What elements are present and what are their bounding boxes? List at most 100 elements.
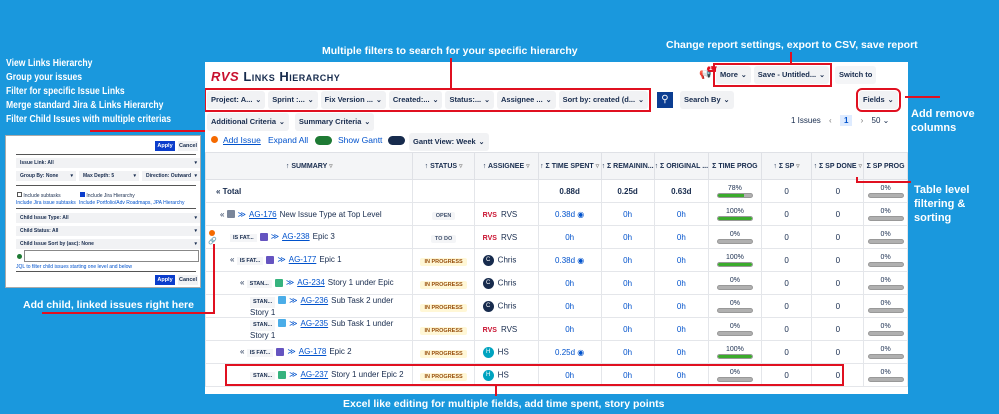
- remaining-cell[interactable]: 0h: [600, 340, 655, 364]
- chevron-down-icon[interactable]: ⌄: [882, 116, 890, 125]
- page-size-select[interactable]: 50: [871, 116, 881, 125]
- table-row[interactable]: STAN... ≫ AG-235 Sub Task 1 under Story 1 IN…: [205, 317, 908, 341]
- column-header[interactable]: ↑ Σ TIME SPENT ▿: [537, 152, 602, 180]
- sp-done-cell[interactable]: 0: [811, 202, 865, 226]
- sp-done-cell[interactable]: 0: [811, 248, 865, 272]
- original-cell[interactable]: 0h: [653, 248, 710, 272]
- table-row[interactable]: STAN... ≫ AG-236 Sub Task 2 under Story 1 IN…: [205, 294, 908, 318]
- table-row[interactable]: « ≫ AG-176 New Issue Type at Top Level OPEN…: [205, 202, 908, 226]
- child-issue-type-select[interactable]: Child Issue Type: All: [16, 213, 200, 223]
- time-spent-cell[interactable]: 0h: [537, 317, 602, 341]
- filter-dropdown[interactable]: Project: A... ⌄: [207, 91, 266, 109]
- jql-input[interactable]: [24, 250, 199, 262]
- apply-button-bottom[interactable]: Apply: [155, 275, 175, 285]
- issue-key-link[interactable]: AG-176: [249, 209, 277, 219]
- issue-key-link[interactable]: AG-234: [297, 278, 325, 287]
- issue-key-link[interactable]: AG-237: [300, 370, 329, 379]
- sp-done-cell[interactable]: 0: [811, 340, 865, 364]
- summary-criteria-dropdown[interactable]: Summary Criteria ⌄: [294, 113, 375, 131]
- search-by-dropdown[interactable]: Search By ⌄: [679, 91, 734, 109]
- cancel-button[interactable]: Cancel: [178, 141, 198, 151]
- add-icon[interactable]: [211, 136, 218, 143]
- filter-icon[interactable]: ▿: [595, 163, 600, 170]
- column-header[interactable]: ↑ Σ SP ▿: [760, 152, 813, 180]
- link-issue-icon[interactable]: 🔗: [208, 238, 217, 245]
- original-cell[interactable]: 0h: [653, 294, 710, 318]
- table-row[interactable]: « STAN... ≫ AG-234 Story 1 under Epic IN PRO…: [205, 271, 908, 295]
- collapse-icon[interactable]: «: [230, 255, 237, 264]
- collapse-icon[interactable]: «: [240, 347, 247, 356]
- remaining-cell[interactable]: 0h: [600, 317, 655, 341]
- sp-cell[interactable]: 0: [760, 248, 813, 272]
- child-sort-select[interactable]: Child Issue Sort by (asc): None: [16, 239, 200, 249]
- original-cell[interactable]: 0h: [653, 225, 710, 249]
- column-header[interactable]: ↑ ASSIGNEE ▿: [473, 152, 539, 180]
- next-page-icon[interactable]: ›: [860, 116, 864, 125]
- table-row[interactable]: IS FAT... ≫ AG-238 Epic 3 TO DO RVS RVS 0h 0h 0h 0…: [205, 225, 908, 249]
- sp-done-cell[interactable]: 0: [811, 225, 865, 249]
- table-row[interactable]: « IS FAT... ≫ AG-178 Epic 2 IN PROGRESS H HS 0.…: [205, 340, 908, 364]
- remaining-cell[interactable]: 0h: [600, 294, 655, 318]
- remaining-cell[interactable]: 0h: [600, 248, 655, 272]
- column-header[interactable]: ↑ Σ REMAININ...: [600, 152, 655, 180]
- issue-key-link[interactable]: AG-238: [282, 232, 310, 241]
- sp-done-cell[interactable]: 0: [811, 317, 865, 341]
- gantt-toggle[interactable]: [388, 136, 405, 145]
- filter-icon[interactable]: ▿: [858, 163, 863, 170]
- issue-key-link[interactable]: AG-177: [288, 255, 317, 264]
- sp-cell[interactable]: 0: [760, 225, 813, 249]
- search-icon[interactable]: ⚲: [656, 92, 673, 108]
- include-subtasks-checkbox[interactable]: Include subtasks: [17, 192, 61, 199]
- sp-cell[interactable]: 0: [760, 202, 813, 226]
- filter-dropdown[interactable]: Fix Version ... ⌄: [320, 91, 386, 109]
- original-cell[interactable]: 0h: [653, 340, 710, 364]
- collapse-icon[interactable]: «: [220, 209, 227, 219]
- include-jira-hierarchy-checkbox[interactable]: Include Jira Hierarchy: [80, 192, 135, 199]
- time-spent-cell[interactable]: 0h: [537, 225, 602, 249]
- original-cell[interactable]: 0h: [653, 317, 710, 341]
- time-spent-cell[interactable]: 0h: [537, 363, 602, 387]
- time-spent-cell[interactable]: 0h: [537, 294, 602, 318]
- column-header[interactable]: ↑ Σ SP DONE ▿: [811, 152, 865, 180]
- time-spent-cell[interactable]: 0h: [537, 271, 602, 295]
- time-spent-cell[interactable]: 0.38d ◉: [537, 202, 602, 226]
- column-header[interactable]: ↑ Σ ORIGINAL ...: [653, 152, 710, 180]
- remaining-cell[interactable]: 0h: [600, 202, 655, 226]
- switch-to-button[interactable]: Switch to: [835, 66, 877, 84]
- save-report-button[interactable]: Save - Untitled... ⌄: [753, 66, 830, 84]
- group-by-select[interactable]: Group By: None: [16, 171, 76, 181]
- remaining-cell[interactable]: 0h: [600, 271, 655, 295]
- time-spent-cell[interactable]: 0.25d ◉: [537, 340, 602, 364]
- apply-button[interactable]: Apply: [155, 141, 175, 151]
- original-cell[interactable]: 0h: [653, 271, 710, 295]
- sp-done-cell[interactable]: 0: [811, 271, 865, 295]
- column-header[interactable]: ↑ STATUS ▿: [412, 152, 475, 180]
- sp-done-cell[interactable]: 0: [811, 363, 865, 387]
- sp-cell[interactable]: 0: [760, 294, 813, 318]
- filter-dropdown[interactable]: Sprint :... ⌄: [268, 91, 318, 109]
- table-row[interactable]: STAN... ≫ AG-237 Story 1 under Epic 2 IN PRO…: [205, 363, 908, 387]
- fields-dropdown[interactable]: Fields ⌄: [856, 88, 901, 112]
- sp-cell[interactable]: 0: [760, 271, 813, 295]
- time-spent-cell[interactable]: 0.38d ◉: [537, 248, 602, 272]
- more-button[interactable]: More ⌄: [716, 66, 751, 84]
- filter-icon[interactable]: ▿: [526, 163, 530, 170]
- sp-cell[interactable]: 0: [760, 317, 813, 341]
- expand-toggle[interactable]: [315, 136, 332, 145]
- column-header[interactable]: Σ SP PROG: [863, 152, 908, 180]
- table-row[interactable]: « IS FAT... ≫ AG-177 Epic 1 IN PROGRESS C Chri…: [205, 248, 908, 272]
- direction-select[interactable]: Direction: Outward: [142, 171, 200, 181]
- filter-icon[interactable]: ▿: [796, 163, 800, 170]
- filter-dropdown[interactable]: Assignee ... ⌄: [497, 91, 556, 109]
- sp-cell[interactable]: 0: [760, 363, 813, 387]
- prev-page-icon[interactable]: ‹: [829, 116, 832, 125]
- issue-key-link[interactable]: AG-235: [300, 318, 329, 328]
- collapse-icon[interactable]: «: [240, 278, 247, 287]
- column-header[interactable]: Σ TIME PROG: [708, 152, 762, 180]
- additional-criteria-dropdown[interactable]: Additional Criteria ⌄: [207, 113, 289, 131]
- issue-key-link[interactable]: AG-236: [300, 295, 329, 305]
- add-issue-link[interactable]: Add Issue: [223, 135, 261, 145]
- cancel-button-bottom[interactable]: Cancel: [178, 275, 198, 285]
- filter-dropdown[interactable]: Sort by: created (d... ⌄: [558, 91, 648, 109]
- notification-bell-icon[interactable]: 📢 17: [699, 66, 718, 80]
